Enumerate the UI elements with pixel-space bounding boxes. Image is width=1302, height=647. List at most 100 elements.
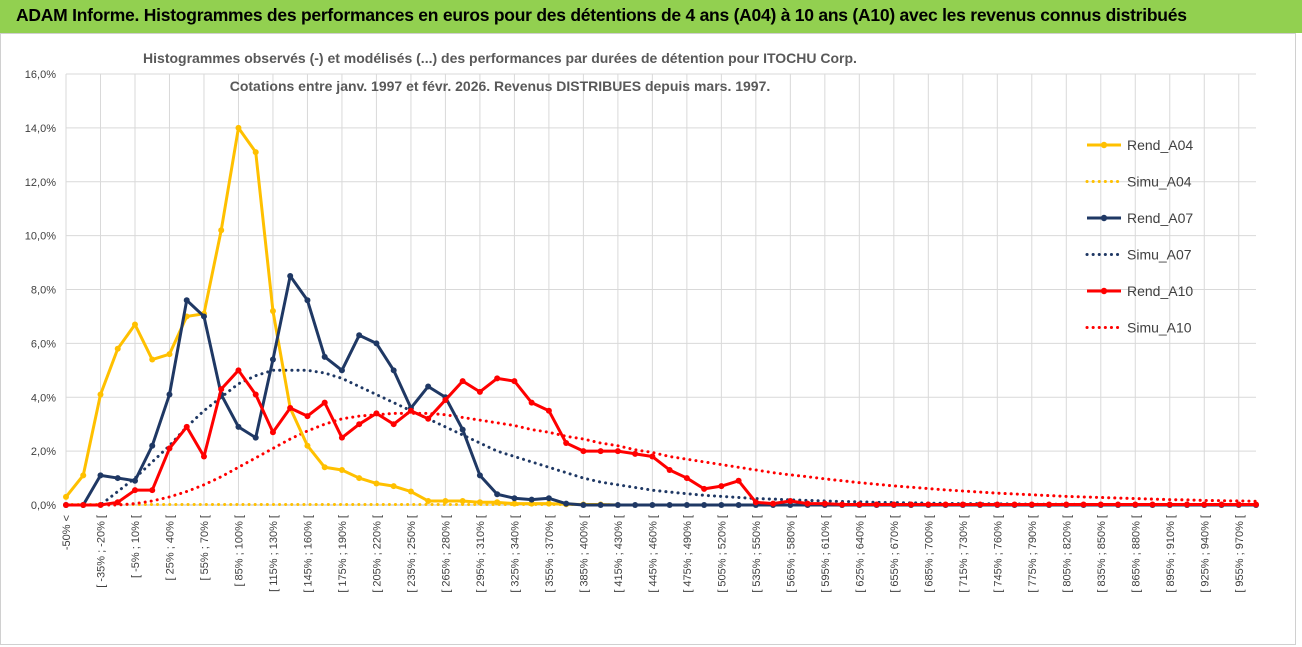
legend-marker <box>1100 141 1108 149</box>
x-tick-label: [ 175% ; 190% [ <box>337 515 349 593</box>
data-point <box>269 356 276 363</box>
header-banner: ADAM Informe. Histogrammes des performan… <box>0 0 1302 33</box>
data-point <box>1235 501 1242 508</box>
data-point <box>149 356 156 363</box>
data-point <box>97 391 104 398</box>
data-point <box>735 477 742 484</box>
data-point <box>770 500 777 507</box>
data-point <box>114 499 121 506</box>
data-point <box>597 448 604 455</box>
data-point <box>407 407 414 414</box>
data-point <box>287 273 294 280</box>
data-point <box>131 487 138 494</box>
data-point <box>390 421 397 428</box>
data-point <box>80 502 87 508</box>
data-point <box>942 501 949 508</box>
y-tick-label: 14,0% <box>25 123 56 135</box>
data-point <box>873 501 880 508</box>
data-point <box>614 448 621 455</box>
data-point <box>511 500 518 507</box>
series-line-Rend_A07 <box>66 274 1256 507</box>
data-point <box>476 472 483 479</box>
data-point <box>580 448 587 455</box>
data-point <box>321 353 328 360</box>
legend-label: Simu_A10 <box>1127 320 1192 336</box>
x-tick-label: [ 235% ; 250% [ <box>406 515 418 593</box>
legend-marker <box>1100 214 1108 222</box>
data-point <box>425 383 432 390</box>
data-point <box>252 434 259 441</box>
y-tick-label: 2,0% <box>31 446 56 458</box>
x-tick-label: [ 715% ; 730% [ <box>958 515 970 593</box>
data-point <box>528 496 535 503</box>
series-line-Simu_A07 <box>64 368 1258 507</box>
data-point <box>718 502 725 508</box>
data-point <box>235 124 242 131</box>
data-point <box>494 499 501 506</box>
data-point <box>1080 501 1087 508</box>
x-tick-label: [ 685% ; 700% [ <box>923 515 935 593</box>
x-tick-label: [ 505% ; 520% [ <box>716 515 728 593</box>
data-point <box>545 500 552 507</box>
data-point <box>235 423 242 430</box>
data-point <box>632 502 639 508</box>
x-tick-label: [ 955% ; 970% [ <box>1234 515 1246 593</box>
x-tick-label: [ 535% ; 550% [ <box>751 515 763 593</box>
data-point <box>235 367 242 374</box>
data-point <box>821 500 828 507</box>
data-point <box>683 475 690 482</box>
data-point <box>338 434 345 441</box>
data-point <box>632 450 639 457</box>
legend-label: Simu_A07 <box>1127 247 1192 263</box>
data-point <box>1149 501 1156 508</box>
data-point <box>787 497 794 504</box>
data-point <box>304 413 311 420</box>
data-point <box>114 475 121 482</box>
data-point <box>425 497 432 504</box>
data-point <box>131 321 138 328</box>
data-point <box>545 495 552 502</box>
data-point <box>701 502 708 508</box>
data-point <box>390 367 397 374</box>
page-title: ADAM Informe. Histogrammes des performan… <box>16 5 1187 25</box>
data-point <box>166 445 173 452</box>
data-point <box>373 340 380 347</box>
data-point <box>563 440 570 447</box>
series-layer <box>63 124 1259 508</box>
data-point <box>459 378 466 385</box>
y-tick-label: 4,0% <box>31 392 56 404</box>
data-point <box>97 472 104 479</box>
data-point <box>63 493 69 500</box>
data-point <box>425 415 432 422</box>
y-axis-ticks: 0,0% 2,0% 4,0% 6,0% 8,0% 10,0% 12,0% 14,0% 16,0% <box>25 69 56 512</box>
data-point <box>1046 501 1053 508</box>
data-point <box>1097 501 1104 508</box>
data-point <box>476 388 483 395</box>
series-line-Rend_A10 <box>66 368 1256 507</box>
x-axis-ticks: -50% < [ -35% ; -20% [[ -5% ; 10% [[ 25% … <box>61 515 1246 593</box>
data-point <box>183 423 190 430</box>
y-tick-label: 6,0% <box>31 338 56 350</box>
data-point <box>183 297 190 304</box>
data-point <box>718 483 725 490</box>
x-tick-label: [ 295% ; 310% [ <box>475 515 487 593</box>
data-point <box>321 464 328 471</box>
data-point <box>442 497 449 504</box>
data-point <box>114 345 121 352</box>
data-point <box>890 501 897 508</box>
series-Simu_A10 <box>64 411 1258 507</box>
data-point <box>666 466 673 473</box>
data-point <box>494 375 501 382</box>
data-point <box>614 502 621 508</box>
data-point <box>304 442 311 449</box>
data-point <box>200 313 207 320</box>
data-point <box>269 308 276 315</box>
data-point <box>459 497 466 504</box>
data-point <box>476 499 483 506</box>
x-tick-label: [ 325% ; 340% [ <box>509 515 521 593</box>
data-point <box>977 501 984 508</box>
data-point <box>701 485 708 492</box>
data-point <box>959 501 966 508</box>
series-line-Rend_A04 <box>64 126 1256 507</box>
